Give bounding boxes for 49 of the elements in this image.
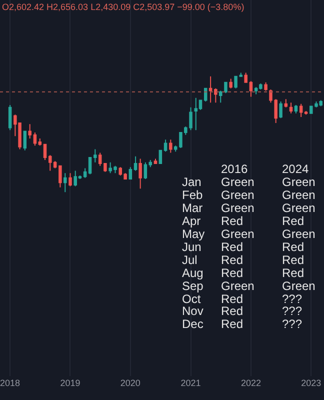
candlestick [299, 103, 303, 118]
candlestick [169, 139, 172, 154]
x-tick-label: 2022 [240, 378, 261, 388]
candlestick [294, 104, 298, 114]
candlestick [244, 72, 248, 83]
candlestick [284, 98, 288, 108]
candlestick [239, 72, 243, 77]
x-tick-label: 2020 [120, 378, 140, 388]
candlestick [164, 139, 168, 152]
candlestick [158, 150, 162, 164]
x-tick-label: 2018 [0, 378, 20, 388]
candlestick [279, 100, 282, 119]
text: 2016 Green Green Green Red Green Red Red Red Green Red Red Red [221, 162, 254, 331]
x-tick-label: 2021 [180, 378, 201, 388]
candlestick [304, 110, 308, 116]
candlestick [224, 82, 228, 94]
candlestick [218, 90, 222, 104]
candlestick [229, 78, 232, 89]
candlestick [174, 145, 178, 152]
candlestick [208, 76, 212, 104]
x-tick-label: 2023 [301, 378, 322, 388]
candlestick [194, 97, 198, 131]
candlestick [98, 152, 102, 166]
candlestick [38, 138, 42, 146]
candlestick [23, 130, 27, 151]
candlestick [64, 172, 67, 193]
text: 2024 Green Green Green Red Green Red Red Red Green ??? ??? ??? [282, 162, 316, 331]
candlestick [28, 124, 32, 139]
candlestick [249, 80, 253, 98]
candlestick [289, 102, 293, 114]
x-tick-label: 2019 [60, 378, 80, 388]
candlestick [128, 166, 132, 180]
text: Jan Feb Mar Apr May Jun Jul Aug Sep Oct Nov Dec [182, 175, 205, 331]
candlestick [94, 148, 97, 163]
candlestick [68, 172, 72, 187]
candlestick [104, 163, 107, 172]
candlestick [33, 132, 37, 146]
candlestick [264, 82, 268, 92]
candlestick [138, 158, 142, 190]
candlestick [154, 158, 158, 164]
candlestick [214, 88, 218, 104]
candlestick [8, 104, 12, 131]
candlestick [58, 165, 62, 188]
text: O2,602.42 H2,656.03 L2,430.09 C2,503.97 −99.00 (−3.80%) [2, 2, 244, 12]
candlestick [43, 144, 47, 160]
candlestick [88, 157, 92, 175]
candlestick [134, 156, 138, 172]
candlestick [234, 76, 238, 89]
candlestick [83, 168, 87, 178]
